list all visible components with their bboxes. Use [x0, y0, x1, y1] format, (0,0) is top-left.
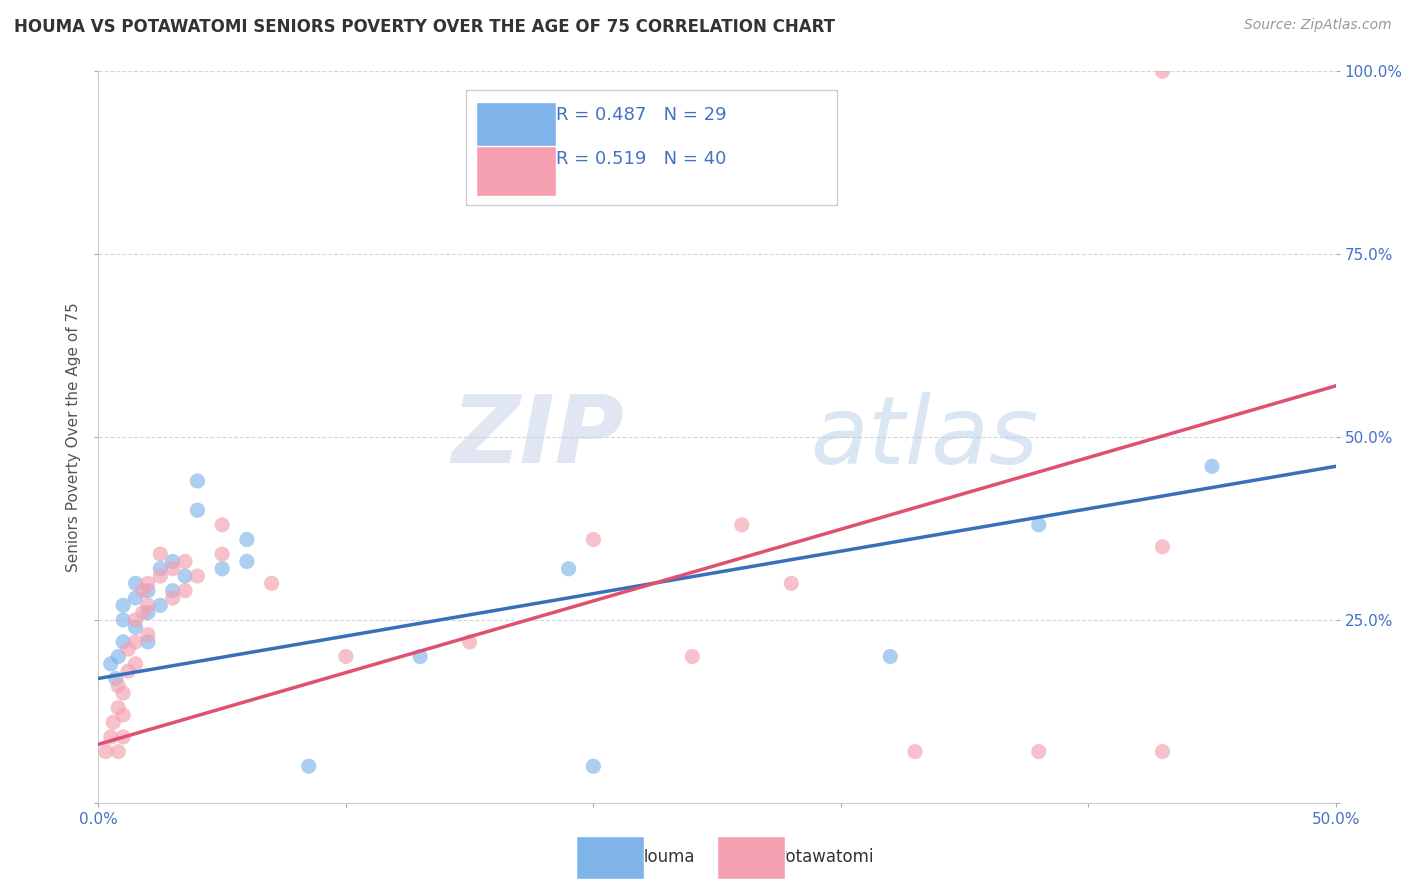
Point	[124, 576, 146, 591]
Point	[103, 715, 125, 730]
Point	[260, 576, 283, 591]
Point	[124, 657, 146, 671]
Point	[1201, 459, 1223, 474]
Text: Houma: Houma	[636, 848, 695, 866]
Point	[1152, 745, 1174, 759]
Point	[136, 606, 159, 620]
Point	[458, 635, 481, 649]
Point	[174, 583, 197, 598]
Point	[186, 569, 208, 583]
Point	[681, 649, 703, 664]
Point	[582, 533, 605, 547]
Point	[117, 642, 139, 657]
Point	[112, 708, 135, 723]
Text: ZIP: ZIP	[451, 391, 624, 483]
Point	[236, 533, 259, 547]
Point	[112, 599, 135, 613]
Point	[174, 569, 197, 583]
Text: R = 0.519   N = 40: R = 0.519 N = 40	[557, 150, 727, 168]
Text: Potawatomi: Potawatomi	[776, 848, 873, 866]
FancyBboxPatch shape	[475, 102, 557, 152]
FancyBboxPatch shape	[465, 90, 837, 205]
Point	[124, 591, 146, 605]
Point	[149, 599, 172, 613]
Point	[162, 554, 184, 568]
Point	[162, 583, 184, 598]
Point	[107, 745, 129, 759]
Point	[117, 664, 139, 678]
Point	[879, 649, 901, 664]
Point	[107, 649, 129, 664]
Point	[136, 627, 159, 641]
Point	[731, 517, 754, 532]
Point	[1028, 517, 1050, 532]
Point	[132, 606, 155, 620]
Point	[174, 554, 197, 568]
Point	[107, 679, 129, 693]
Point	[112, 635, 135, 649]
Point	[582, 759, 605, 773]
Point	[104, 672, 127, 686]
Text: Source: ZipAtlas.com: Source: ZipAtlas.com	[1244, 18, 1392, 32]
Point	[557, 562, 579, 576]
Point	[124, 620, 146, 634]
Point	[186, 474, 208, 488]
Point	[780, 576, 803, 591]
Point	[298, 759, 321, 773]
Point	[904, 745, 927, 759]
Point	[100, 657, 122, 671]
Point	[132, 583, 155, 598]
Point	[211, 562, 233, 576]
Point	[149, 569, 172, 583]
Point	[211, 547, 233, 561]
Point	[1152, 64, 1174, 78]
Point	[149, 547, 172, 561]
Y-axis label: Seniors Poverty Over the Age of 75: Seniors Poverty Over the Age of 75	[66, 302, 82, 572]
Point	[1028, 745, 1050, 759]
FancyBboxPatch shape	[475, 146, 557, 195]
Point	[112, 730, 135, 744]
Point	[136, 576, 159, 591]
Point	[162, 591, 184, 605]
Point	[136, 583, 159, 598]
Point	[112, 613, 135, 627]
Point	[124, 613, 146, 627]
Point	[136, 599, 159, 613]
Point	[136, 635, 159, 649]
Point	[112, 686, 135, 700]
Point	[107, 700, 129, 714]
Point	[94, 745, 117, 759]
Point	[162, 562, 184, 576]
Point	[124, 635, 146, 649]
Point	[211, 517, 233, 532]
Point	[186, 503, 208, 517]
Text: atlas: atlas	[810, 392, 1038, 483]
Text: R = 0.487   N = 29: R = 0.487 N = 29	[557, 106, 727, 124]
Point	[409, 649, 432, 664]
Point	[1152, 540, 1174, 554]
Text: HOUMA VS POTAWATOMI SENIORS POVERTY OVER THE AGE OF 75 CORRELATION CHART: HOUMA VS POTAWATOMI SENIORS POVERTY OVER…	[14, 18, 835, 36]
Point	[100, 730, 122, 744]
Point	[236, 554, 259, 568]
Point	[149, 562, 172, 576]
Point	[335, 649, 357, 664]
